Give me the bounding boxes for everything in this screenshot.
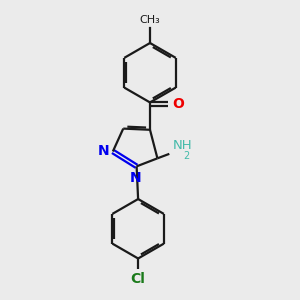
Text: CH₃: CH₃ [140,15,160,25]
Text: NH: NH [172,140,192,152]
Text: 2: 2 [184,151,190,161]
Text: Cl: Cl [131,272,146,286]
Text: N: N [129,171,141,185]
Text: N: N [98,145,109,158]
Text: O: O [172,97,184,111]
